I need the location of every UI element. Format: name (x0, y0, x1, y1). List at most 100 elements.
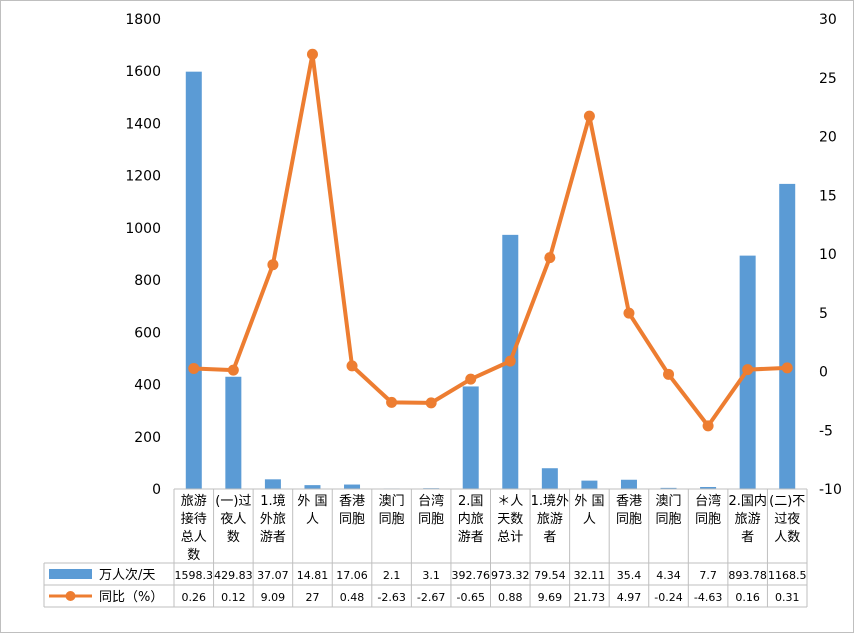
line-value-cell: 27 (305, 591, 319, 604)
bar (304, 485, 321, 489)
right-axis-ticks: -10 -5 0 5 10 15 20 25 30 (819, 12, 842, 498)
line-value-cell: 0.12 (221, 591, 246, 604)
bar-series (185, 71, 796, 490)
line-value-cell: -0.24 (654, 591, 682, 604)
category-label: 旅游 (181, 494, 207, 509)
category-label: 接待 (181, 511, 207, 527)
bar-value-cell: 973.32 (491, 569, 530, 582)
left-axis-tick-label: 200 (134, 430, 161, 446)
bar-value-cell: 4.34 (656, 569, 681, 582)
bar-value-cell: 3.1 (422, 569, 440, 582)
line-value-cell: -2.63 (377, 591, 405, 604)
line-value-cell: 9.09 (261, 591, 286, 604)
bar-value-cell: 32.11 (574, 569, 606, 582)
bar-value-cell: 1168.5 (768, 569, 807, 582)
line-value-cell: 0.48 (340, 591, 365, 604)
line-series-name: 同比（%） (99, 590, 163, 605)
category-label: 者 (543, 530, 556, 545)
category-label: 人 (306, 512, 319, 527)
bar-value-cell: 392.76 (451, 569, 490, 582)
bar (581, 480, 598, 489)
line-point (386, 396, 398, 408)
category-label: 台湾 (695, 493, 721, 509)
category-label: 数 (187, 548, 200, 563)
bar-value-cell: 79.54 (534, 569, 566, 582)
line-point (663, 368, 675, 380)
category-label: 同胞 (656, 512, 682, 527)
category-label: 同胞 (418, 512, 444, 527)
line-value-cell: -0.65 (456, 591, 484, 604)
category-label: 者 (741, 530, 754, 545)
left-axis-tick-label: 1200 (125, 169, 161, 185)
bar (541, 468, 558, 489)
left-axis-ticks: 0 200 400 600 800 1000 1200 1400 1600 1800 (125, 12, 161, 498)
right-axis-tick-label: -10 (819, 482, 842, 498)
category-label: 香港 (339, 494, 365, 509)
category-label: 同胞 (616, 512, 642, 527)
line-series (188, 48, 793, 432)
line-point (346, 360, 358, 372)
category-label: 旅游 (735, 512, 761, 527)
line-point (465, 373, 477, 385)
bar (225, 376, 242, 489)
bar-series-name: 万人次/天 (99, 567, 155, 583)
line-point (623, 307, 635, 319)
left-axis-tick-label: 1000 (125, 221, 161, 237)
bar-value-cell: 893.78 (728, 569, 767, 582)
line-point (702, 420, 714, 432)
category-label: 人 (583, 512, 596, 527)
bar (700, 486, 717, 489)
right-axis-tick-label: 5 (819, 306, 828, 322)
category-label: 2.国 (458, 494, 483, 509)
bar (344, 484, 361, 489)
line-path (193, 52, 788, 428)
category-label: 同胞 (379, 512, 405, 527)
right-axis-tick-label: 20 (819, 130, 837, 146)
category-label: 1.境外 (531, 494, 569, 509)
category-label: 2.国内 (728, 493, 766, 509)
right-axis-tick-label: 0 (819, 365, 828, 381)
bar (620, 479, 637, 489)
category-label: 游者 (458, 530, 484, 545)
right-axis-tick-label: -5 (819, 423, 833, 439)
bar-value-cell: 429.83 (214, 569, 253, 582)
category-label: 总人 (181, 530, 207, 545)
line-point (306, 48, 318, 60)
category-label: 过夜 (774, 512, 800, 527)
line-value-cell: -2.67 (417, 591, 445, 604)
line-point (583, 110, 595, 122)
line-value-cell: 0.31 (775, 591, 800, 604)
line-value-cell: 0.88 (498, 591, 523, 604)
line-point (267, 259, 279, 271)
category-label: 澳门 (656, 493, 682, 509)
line-value-cell: 21.73 (574, 591, 606, 604)
line-point (742, 364, 754, 376)
right-axis-tick-label: 30 (819, 12, 837, 28)
category-label: 内旅 (458, 511, 484, 527)
bar (462, 386, 479, 489)
category-label: 外 国 (297, 494, 327, 509)
left-axis-tick-label: 1600 (125, 64, 161, 80)
category-label: 外旅 (260, 512, 286, 527)
bar (779, 183, 796, 489)
bar-value-cell: 37.07 (257, 569, 289, 582)
line-value-cell: 4.97 (617, 591, 642, 604)
bar-value-cell: 1598.3 (175, 569, 214, 582)
bar (264, 479, 281, 489)
bar-value-cell: 2.1 (383, 569, 401, 582)
left-axis-tick-label: 400 (134, 378, 161, 394)
bar (185, 71, 202, 490)
bar-legend-key (49, 569, 92, 579)
bar-value-cell: 14.81 (297, 569, 329, 582)
category-label: 台湾 (418, 493, 444, 509)
bar (660, 487, 677, 489)
category-label: ＊人 (497, 494, 523, 509)
right-axis-tick-label: 15 (819, 188, 837, 204)
line-value-cell: 0.16 (735, 591, 760, 604)
line-value-cell: 9.69 (538, 591, 563, 604)
category-label: 1.境 (260, 494, 285, 509)
category-label: 游者 (260, 530, 286, 545)
category-label: (一)过 (215, 494, 251, 509)
